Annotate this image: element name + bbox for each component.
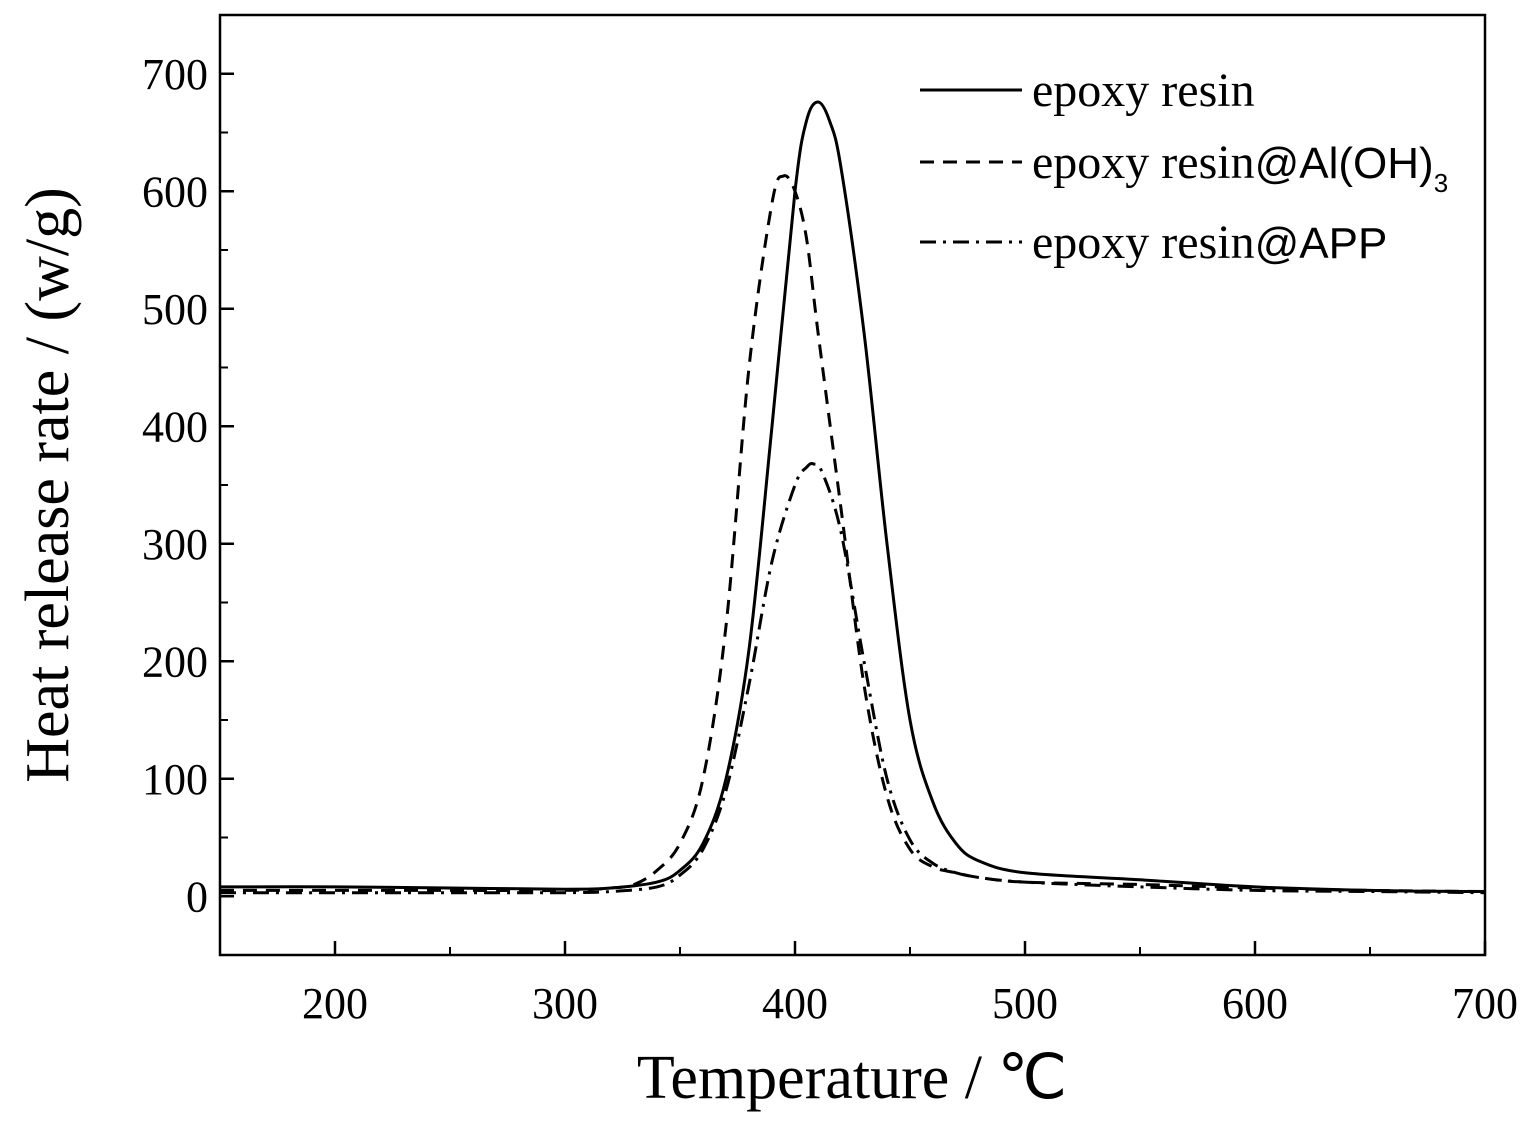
legend-label-3: epoxy resin@APP — [1032, 216, 1387, 269]
series-line-2 — [220, 174, 1486, 893]
y-tick-label: 0 — [186, 872, 208, 921]
axis-ticks — [219, 14, 1487, 956]
x-tick-label: 700 — [1452, 979, 1518, 1028]
tick-labels: 200 300 400 500 600 700 0 100 200 300 400 500 600 700 — [142, 50, 1518, 1028]
x-tick-label: 300 — [532, 979, 598, 1028]
y-tick-label: 400 — [142, 402, 208, 451]
legend-label-2: epoxy resin@Al(OH)3 — [1032, 136, 1448, 198]
series-layer — [219, 100, 1486, 895]
y-tick-label: 500 — [142, 285, 208, 334]
x-tick-label: 500 — [992, 979, 1058, 1028]
y-tick-label: 600 — [142, 167, 208, 216]
y-tick-label: 300 — [142, 520, 208, 569]
x-tick-label: 600 — [1222, 979, 1288, 1028]
x-tick-label: 200 — [302, 979, 368, 1028]
x-tick-label: 400 — [762, 979, 828, 1028]
series-line-3 — [219, 462, 1486, 895]
y-tick-label: 100 — [142, 755, 208, 804]
series-line-1 — [219, 100, 1486, 893]
y-tick-label: 700 — [142, 50, 208, 99]
y-tick-label: 200 — [142, 637, 208, 686]
legend: epoxy resin epoxy resin@Al(OH)3 epoxy resi… — [920, 64, 1448, 269]
x-axis-title: Temperature / ℃ — [637, 1044, 1067, 1112]
y-axis-title: Heat release rate / (w/g) — [14, 187, 82, 783]
legend-label-1: epoxy resin — [1032, 64, 1255, 117]
